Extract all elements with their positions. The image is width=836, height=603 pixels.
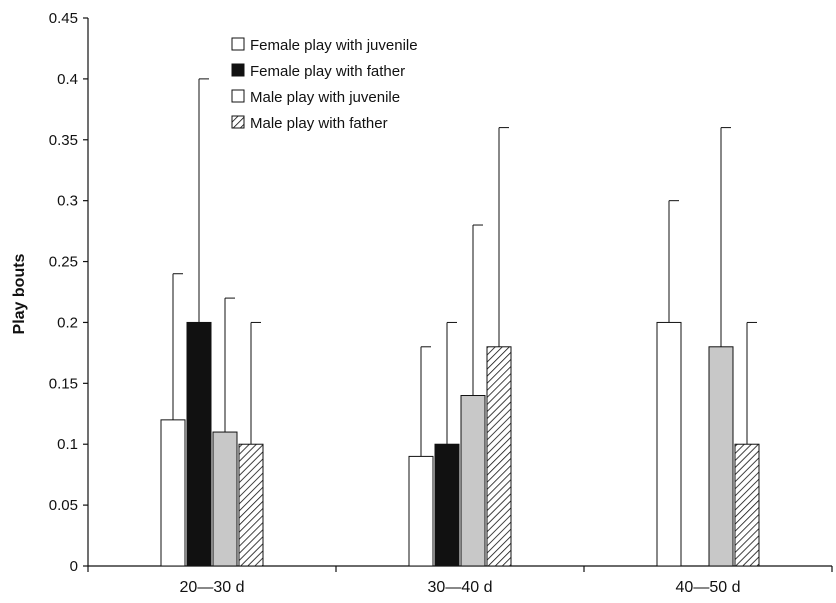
y-tick-label: 0.1 xyxy=(57,436,78,453)
bar xyxy=(408,455,434,567)
x-ticks: 20—30 d 30—40 d 40—50 d xyxy=(87,566,833,596)
bar xyxy=(238,443,264,567)
y-tick-label: 0.3 xyxy=(57,193,78,210)
bar xyxy=(434,443,460,567)
bar xyxy=(212,431,238,567)
legend-label: Male play with juvenile xyxy=(250,89,400,106)
y-tick-label: 0 xyxy=(70,558,78,575)
legend-swatch xyxy=(231,115,245,129)
y-tick-label: 0.2 xyxy=(57,314,78,331)
y-tick-label: 0.45 xyxy=(49,10,78,27)
legend-swatch xyxy=(231,63,245,77)
error-bars xyxy=(172,78,757,457)
legend-label: Female play with father xyxy=(250,63,405,80)
legend-label: Male play with father xyxy=(250,115,388,132)
bar xyxy=(460,395,486,567)
bar xyxy=(486,346,512,567)
bar xyxy=(734,443,760,567)
x-category-label: 40—50 d xyxy=(676,579,741,596)
y-axis-label: Play bouts xyxy=(11,253,28,334)
bar xyxy=(186,321,212,567)
y-tick-label: 0.4 xyxy=(57,71,78,88)
x-category-label: 30—40 d xyxy=(428,579,493,596)
y-tick-label: 0.25 xyxy=(49,254,78,271)
legend-label: Female play with juvenile xyxy=(250,37,418,54)
bar xyxy=(708,346,734,567)
legend-swatch xyxy=(231,89,245,103)
legend: Female play with juvenile Female play wit… xyxy=(231,37,418,132)
bars xyxy=(160,321,760,567)
legend-swatch xyxy=(231,37,245,51)
y-tick-label: 0.35 xyxy=(49,132,78,149)
bar xyxy=(656,321,682,567)
y-ticks: 0 0.05 0.1 0.15 0.2 0.25 0.3 0.35 0.4 0.45 xyxy=(49,10,88,575)
y-tick-label: 0.05 xyxy=(49,497,78,514)
x-category-label: 20—30 d xyxy=(180,579,245,596)
bar xyxy=(160,419,186,567)
y-tick-label: 0.15 xyxy=(49,375,78,392)
